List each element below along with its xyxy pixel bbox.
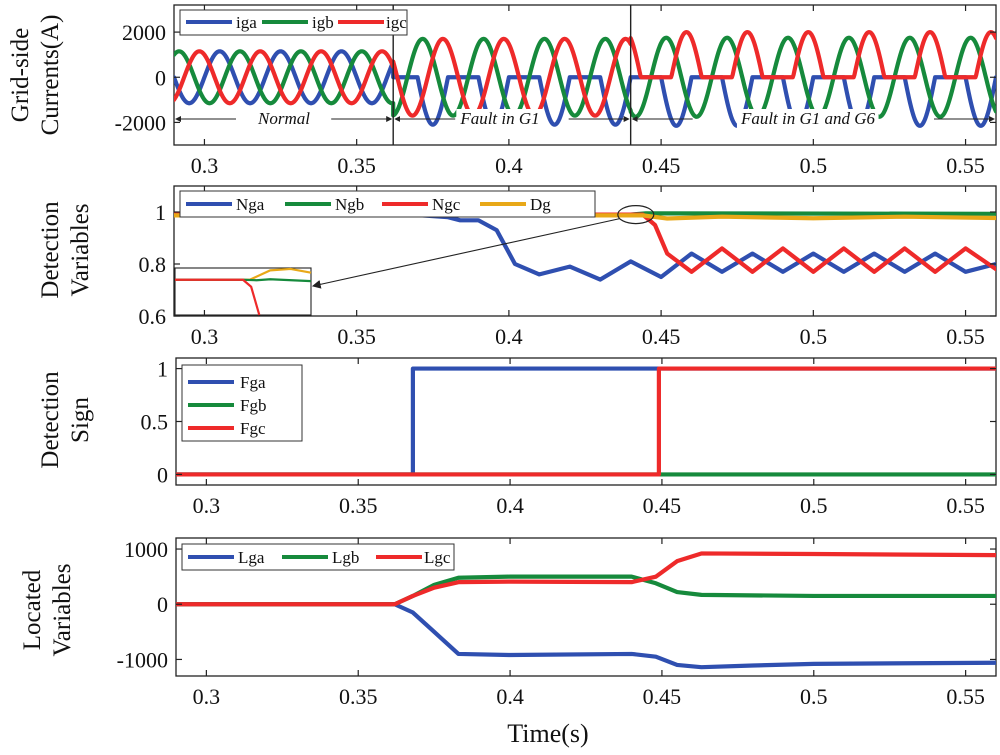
series-line-nga — [174, 212, 996, 282]
legend-label-nga: Nga — [236, 195, 265, 214]
x-tick-label: 0.45 — [642, 153, 681, 178]
legend-label-igb: igb — [312, 13, 334, 32]
inset-line-ngc — [175, 278, 261, 316]
x-axis-label: Time(s) — [507, 719, 588, 748]
x-tick-label: 0.4 — [496, 684, 524, 709]
y-tick-label: 0.5 — [141, 410, 169, 435]
legend-label-igc: igc — [386, 13, 407, 32]
y-tick-label: 0.6 — [139, 304, 167, 329]
x-tick-label: 0.45 — [643, 493, 682, 518]
legend-label-lgc: Lgc — [424, 548, 451, 567]
series-line-lga — [176, 602, 996, 670]
legend-label-ngb: Ngb — [335, 195, 364, 214]
region-label-bg — [736, 109, 879, 128]
x-tick-label: 0.5 — [800, 324, 828, 349]
y-axis-label-line1: Detection — [37, 201, 64, 299]
legend: Fga Fgb Fgc — [181, 364, 303, 442]
series-line-fgc — [176, 366, 996, 477]
y-axis-label-line1: Detection — [37, 371, 64, 469]
x-tick-label: 0.5 — [800, 684, 828, 709]
x-tick-label: 0.5 — [800, 153, 828, 178]
y-tick-label: 2000 — [122, 20, 166, 45]
legend-label-ngc: Ngc — [432, 195, 461, 214]
x-tick-label: 0.4 — [495, 153, 523, 178]
legend-label-fgb: Fgb — [240, 396, 266, 415]
x-tick-label: 0.55 — [946, 153, 985, 178]
region-label-fault-g1: Fault in G1 — [459, 109, 539, 128]
x-tick-label: 0.55 — [946, 493, 985, 518]
zoom-arrow — [311, 218, 620, 289]
x-tick-label: 0.35 — [339, 684, 378, 709]
x-tick-label: 0.3 — [193, 684, 221, 709]
plot-frame — [175, 537, 997, 677]
y-tick-label: 0 — [157, 592, 168, 617]
series-line-lgc — [176, 551, 996, 607]
legend-label-lga: Lga — [238, 548, 265, 567]
x-tick-label: 0.35 — [337, 153, 376, 178]
y-tick-label: 1 — [157, 357, 168, 382]
region-label-normal: Normal — [257, 109, 310, 128]
panel-detection-variables: 0.3 0.35 0.4 0.45 0.5 0.55 1 0.8 0.6 Detection V… — [37, 185, 997, 349]
legend: iga igb igc — [179, 9, 408, 36]
x-tick-label: 0.45 — [642, 324, 681, 349]
y-tick-label: 1000 — [124, 537, 168, 562]
y-tick-label: -1000 — [117, 647, 168, 672]
y-axis-label-line2: Variables — [67, 203, 94, 296]
x-tick-label: 0.3 — [191, 153, 219, 178]
y-axis-label-line1: Grid-side — [7, 28, 34, 122]
legend: Lga Lgb Lgc — [181, 543, 455, 571]
y-axis-label-line2: Sign — [67, 397, 94, 443]
y-tick-label: 0 — [157, 462, 168, 487]
y-tick-label: -2000 — [115, 110, 166, 135]
legend: Nga Ngb Ngc Dg — [179, 190, 596, 218]
x-tick-label: 0.4 — [495, 324, 523, 349]
inset-box — [174, 267, 312, 316]
legend-label-fga: Fga — [240, 373, 266, 392]
x-tick-label: 0.4 — [496, 493, 524, 518]
x-tick-label: 0.3 — [191, 324, 219, 349]
y-axis-label-line2: Variables — [49, 563, 76, 656]
x-tick-label: 0.3 — [193, 493, 221, 518]
x-tick-label: 0.35 — [337, 324, 376, 349]
x-tick-label: 0.45 — [643, 684, 682, 709]
y-axis-label-line2: Currents(A) — [37, 15, 64, 136]
legend-label-fgc: Fgc — [240, 419, 266, 438]
y-axis-label-line1: Located — [19, 569, 46, 650]
zoom-ellipse — [617, 205, 655, 225]
legend-label-iga: iga — [236, 13, 257, 32]
x-tick-label: 0.5 — [800, 493, 828, 518]
series-line-dg — [174, 213, 996, 221]
plot-frame — [173, 185, 997, 317]
panel-grid-side-currents: 0.3 0.35 0.4 0.45 0.5 0.55 2000 0 -2000 Grid-sid… — [7, 4, 997, 178]
y-tick-label: 0 — [155, 65, 166, 90]
region-label-bg — [254, 109, 314, 128]
panel-detection-sign: 0.3 0.35 0.4 0.45 0.5 0.55 1 0.5 0 Detection Sig… — [37, 357, 997, 518]
legend-label-lgb: Lgb — [332, 548, 359, 567]
legend-label-dg: Dg — [530, 195, 551, 214]
region-label-bg — [456, 109, 543, 128]
region-label-fault-g1-g6: Fault in G1 and G6 — [740, 109, 876, 128]
series-line-ngc — [174, 212, 996, 274]
y-tick-label: 1 — [155, 200, 166, 225]
y-tick-label: 0.8 — [139, 252, 167, 277]
plot-frame — [173, 4, 997, 146]
x-tick-label: 0.55 — [946, 324, 985, 349]
x-tick-label: 0.35 — [339, 493, 378, 518]
series-line-igc — [174, 30, 996, 118]
x-tick-label: 0.55 — [946, 684, 985, 709]
